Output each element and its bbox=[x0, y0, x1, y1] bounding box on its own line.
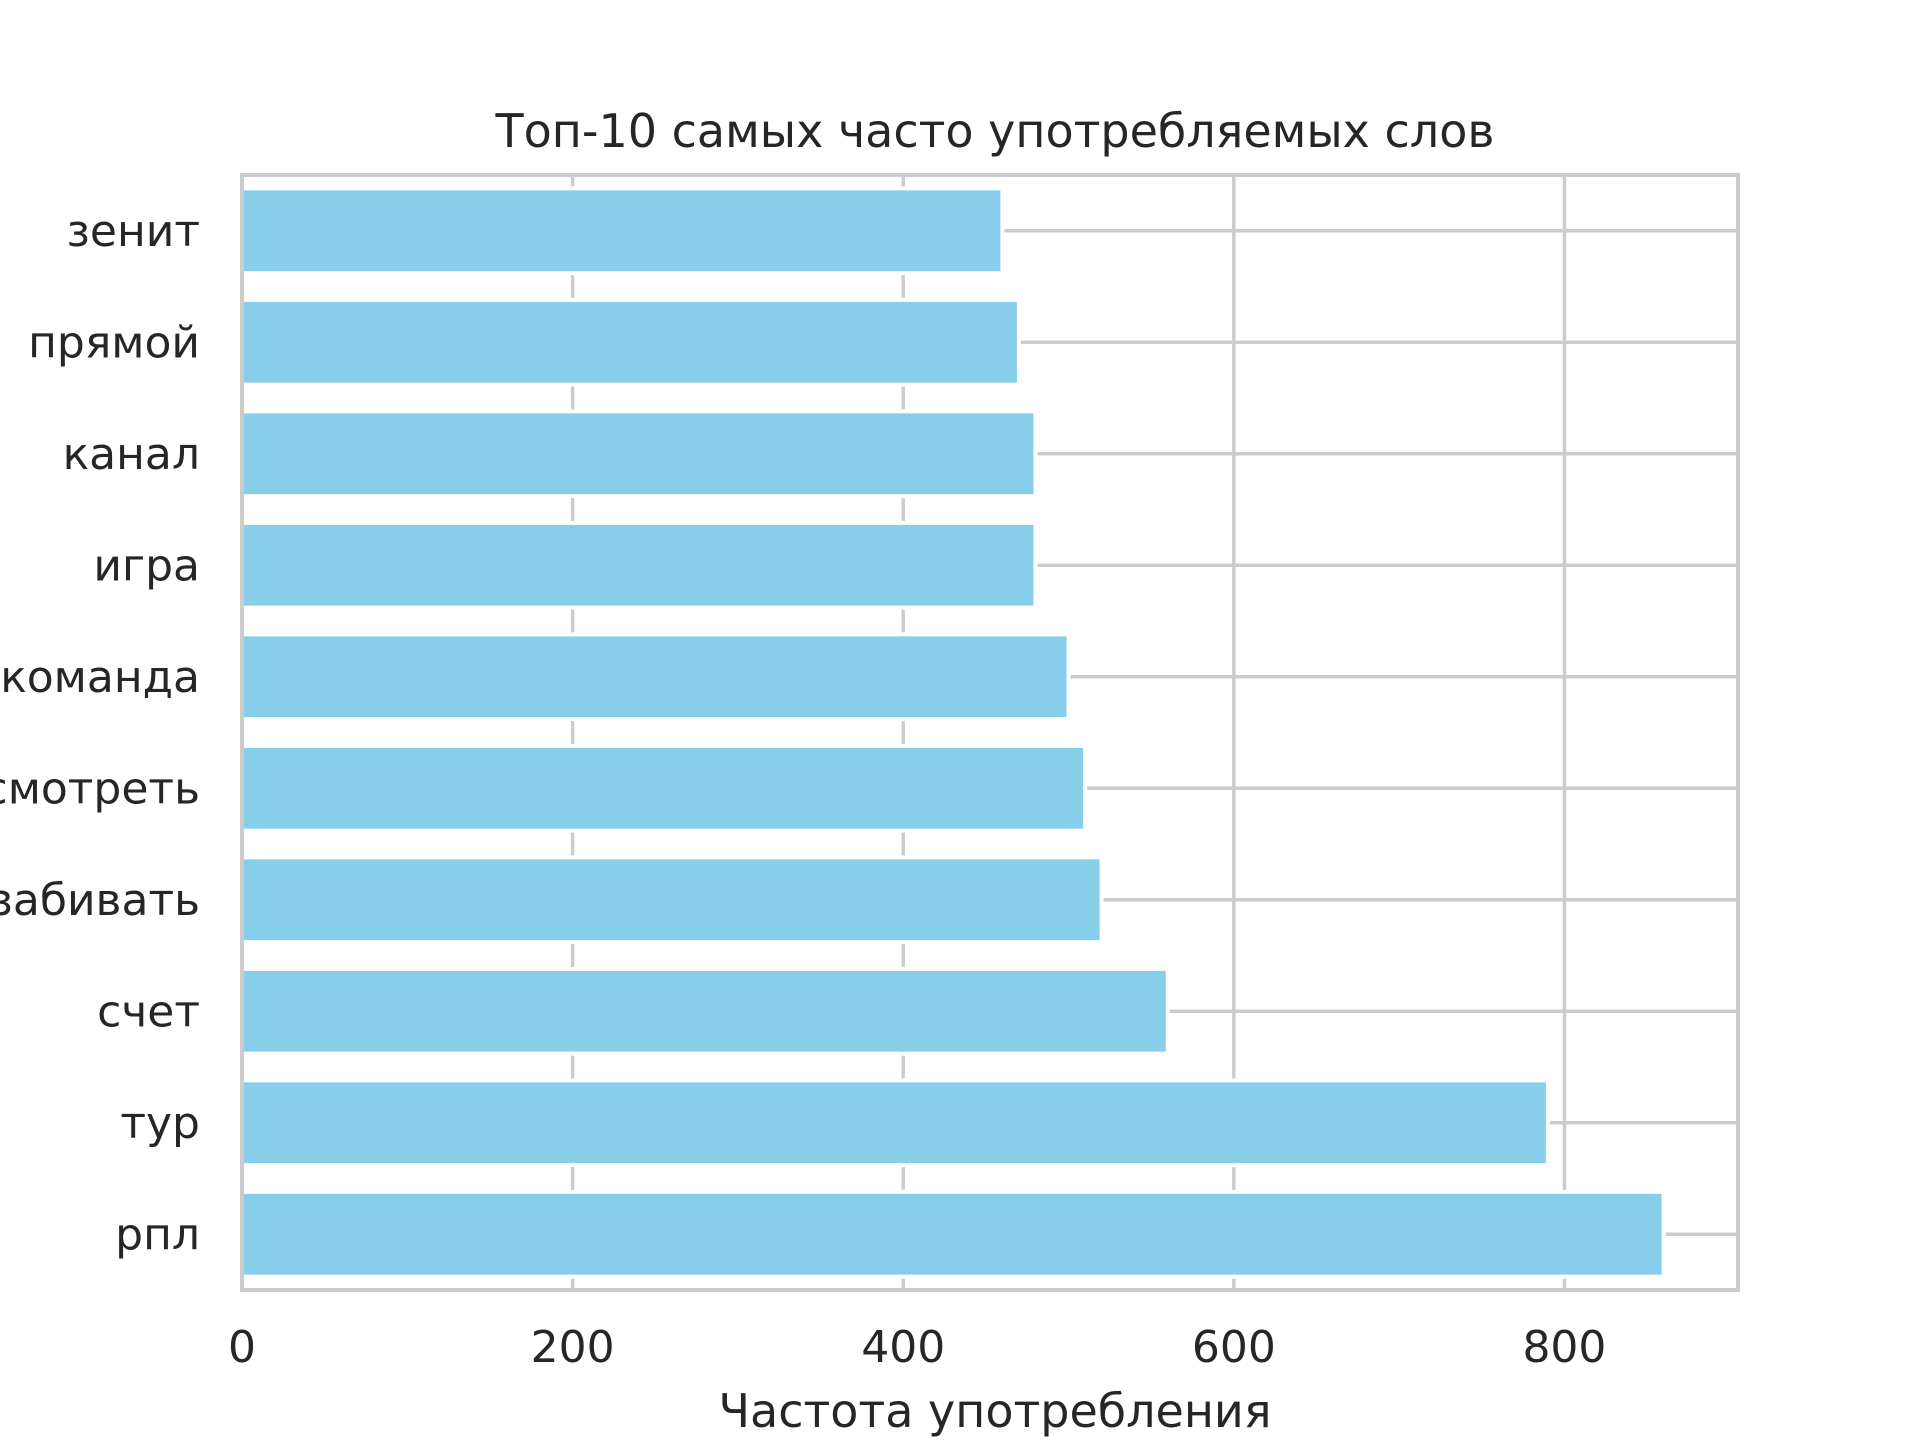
y-tick-label: счет bbox=[97, 986, 200, 1037]
bar-команда bbox=[240, 632, 1071, 722]
bar-забивать bbox=[240, 855, 1104, 945]
x-tick-label: 600 bbox=[1192, 1322, 1276, 1373]
y-tick-label: команда bbox=[0, 652, 200, 703]
bar-счет bbox=[240, 966, 1170, 1056]
chart-title: Топ-10 самых часто употребляемых слов bbox=[495, 104, 1495, 158]
x-tick-label: 0 bbox=[228, 1322, 256, 1373]
y-tick-label: канал bbox=[63, 429, 200, 480]
x-tick-label: 400 bbox=[861, 1322, 945, 1373]
y-tick-label: зенит bbox=[67, 206, 200, 257]
bars bbox=[240, 186, 1666, 1279]
bar-зенит bbox=[240, 186, 1005, 276]
y-tick-label: игра bbox=[93, 540, 200, 591]
x-tick-labels: 0 200 400 600 800 bbox=[228, 1322, 1606, 1373]
x-tick-label: 200 bbox=[531, 1322, 615, 1373]
y-tick-labels: рпл тур счет забивать смотреть команда игра кан… bbox=[0, 206, 200, 1261]
x-tick-label: 800 bbox=[1522, 1322, 1606, 1373]
bar-игра bbox=[240, 520, 1038, 610]
y-tick-label: прямой bbox=[28, 317, 200, 368]
y-tick-label: смотреть bbox=[0, 763, 200, 814]
bar-прямой bbox=[240, 297, 1021, 387]
plot-frame bbox=[240, 173, 1740, 1292]
bar-канал bbox=[240, 409, 1038, 499]
y-tick-label: забивать bbox=[0, 875, 200, 926]
y-tick-label: рпл bbox=[115, 1209, 200, 1260]
axes-frame bbox=[240, 173, 1740, 1292]
bar-смотреть bbox=[240, 743, 1088, 833]
bar-рпл bbox=[240, 1189, 1666, 1279]
x-axis-label: Частота употребления bbox=[718, 1384, 1271, 1438]
y-tick-label: тур bbox=[120, 1098, 200, 1149]
bar-тур bbox=[240, 1078, 1550, 1168]
